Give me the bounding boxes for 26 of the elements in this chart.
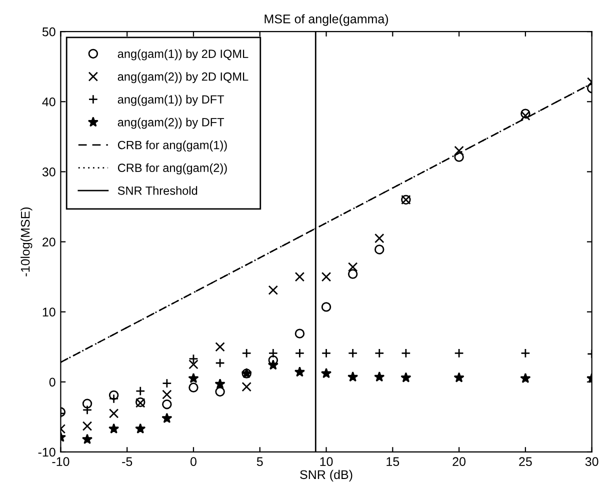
x-axis-title: SNR (dB) (300, 470, 352, 482)
x-tick-label: 25 (519, 457, 532, 466)
x-tick-label: 15 (386, 457, 400, 466)
x-tick-label: 0 (190, 457, 196, 466)
x-tick-label: 20 (452, 457, 466, 466)
x-tick-label: 5 (256, 457, 263, 466)
y-tick-label: 0 (49, 378, 56, 387)
legend-label: CRB for ang(gam(1)) (118, 140, 227, 152)
legend-label: ang(gam(1)) by DFT (118, 94, 224, 106)
y-tick-label: 30 (42, 168, 56, 176)
x-tick-label: 30 (585, 457, 598, 466)
y-tick-label: 40 (42, 97, 56, 106)
x-tick-label: -10 (52, 457, 70, 466)
y-tick-label: -10 (38, 448, 56, 457)
chart-title: MSE of angle(gamma) (264, 14, 388, 26)
legend-label: ang(gam(2)) by DFT (118, 118, 224, 129)
x-tick-label: 10 (320, 457, 333, 466)
y-tick-label: 20 (42, 238, 56, 246)
y-tick-label: 50 (42, 27, 56, 36)
legend-label: CRB for ang(gam(2)) (118, 163, 227, 174)
legend-label: SNR Threshold (118, 186, 198, 195)
legend-label: ang(gam(2)) by 2D IQML (118, 72, 248, 84)
x-tick-label: -5 (122, 457, 132, 466)
y-axis-title: -10log(MSE) (20, 207, 32, 276)
legend-label: ang(gam(1)) by 2D IQML (118, 49, 248, 60)
y-tick-label: 10 (42, 308, 56, 316)
